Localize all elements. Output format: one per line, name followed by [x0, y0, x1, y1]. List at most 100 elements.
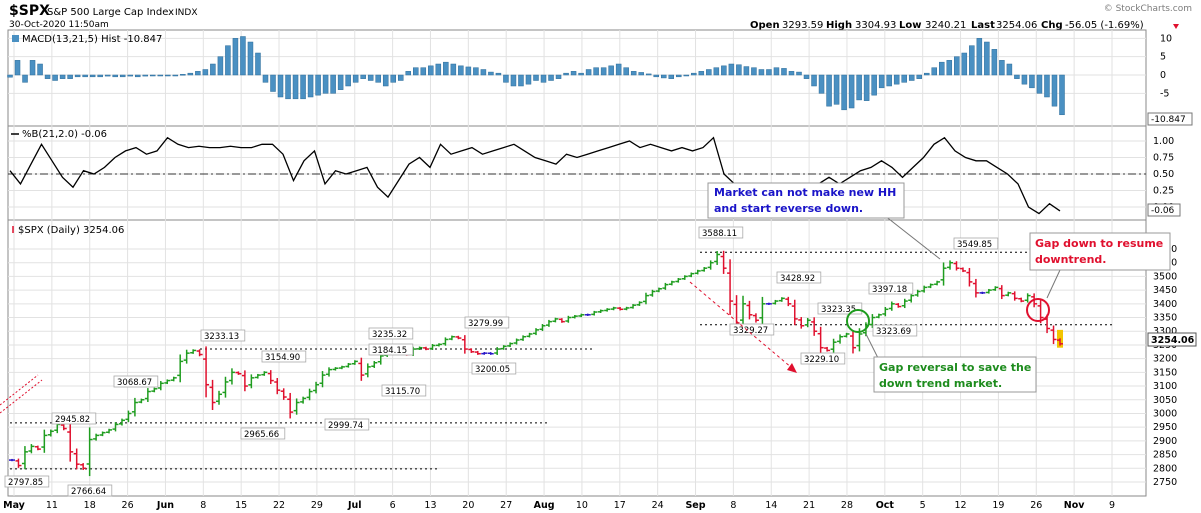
macd-bar — [818, 74, 825, 94]
down-arrow-icon — [1173, 24, 1179, 29]
level-label: 2797.85 — [8, 478, 43, 488]
macd-bar — [360, 74, 366, 79]
gap-reversal-circle — [846, 309, 870, 333]
macd-bar — [397, 74, 404, 81]
level-label-box — [261, 350, 307, 363]
level-label-box — [113, 375, 159, 388]
level-labels: 3588.11 3549.85 3428.92 3397.18 3323.35 3323.… — [4, 226, 999, 497]
level-label: 3229.10 — [804, 355, 839, 365]
macd-bar — [1006, 63, 1013, 76]
level-label-box — [817, 302, 863, 315]
price-y-tick: 2950 — [1153, 422, 1177, 433]
macd-bar — [1014, 74, 1020, 79]
callout-pointer — [865, 333, 879, 359]
macd-bar — [773, 67, 780, 76]
macd-bar — [127, 74, 133, 77]
macd-bar — [668, 74, 675, 79]
price-y-tick: 2750 — [1153, 477, 1177, 488]
macd-bar — [841, 74, 847, 111]
callout-pointer — [879, 211, 941, 260]
macd-bar — [555, 74, 562, 79]
macd-bar — [946, 60, 953, 76]
macd-bar — [315, 74, 321, 96]
macd-bar — [352, 74, 359, 83]
macd-bar — [202, 69, 209, 76]
macd-bar — [683, 74, 690, 77]
macd-bar — [630, 71, 637, 76]
macd-bar — [157, 74, 164, 77]
macd-bar — [608, 65, 614, 76]
price-y-tick: 3400 — [1153, 299, 1177, 310]
macd-bar — [52, 74, 58, 81]
macd-bar — [150, 74, 156, 77]
macd-bar — [766, 69, 772, 76]
macd-bar — [503, 74, 509, 83]
trend-lines-left — [0, 374, 43, 414]
macd-bar — [405, 71, 412, 76]
macd-bar — [14, 60, 21, 76]
macd-bar — [285, 74, 291, 100]
index-name: S&P 500 Large Cap Index — [47, 7, 174, 18]
price-y-tick: 3200 — [1153, 354, 1177, 365]
macd-bar — [991, 49, 998, 76]
macd-bar — [270, 74, 276, 92]
macd-bar — [563, 72, 569, 76]
macd-bar — [217, 56, 224, 76]
macd-bar — [510, 74, 517, 87]
macd-bar — [593, 67, 599, 76]
low-value: 3240.21 — [925, 20, 966, 31]
macd-bar — [59, 74, 66, 79]
macd-bar — [435, 63, 442, 76]
macd-bar — [413, 67, 419, 76]
macd-last-value: -10.847 — [1151, 115, 1186, 125]
macd-y-tick: 0 — [1160, 70, 1166, 81]
macd-bar — [863, 74, 870, 101]
macd-bar — [623, 67, 629, 76]
macd-bar — [923, 72, 930, 76]
x-tick-label: 5 — [920, 500, 926, 511]
level-label: 3428.92 — [780, 274, 815, 284]
level-label-box — [800, 352, 846, 365]
macd-last-tag: -10.847 — [1147, 112, 1193, 126]
macd-bar — [225, 45, 231, 76]
macd-bar — [961, 52, 968, 76]
pctb-last-box — [1147, 203, 1181, 217]
open-value: 3293.59 — [782, 20, 823, 31]
macd-bar — [826, 74, 832, 107]
chart-header: $SPX S&P 500 Large Cap Index INDX 30-Oct… — [9, 3, 1192, 31]
high-value: 3304.93 — [855, 20, 896, 31]
macd-bar — [570, 71, 577, 76]
grid-lines — [8, 30, 1146, 496]
macd-histogram — [7, 36, 1065, 116]
arrow-head-icon — [787, 363, 797, 373]
x-tick-label: 22 — [273, 500, 285, 511]
level-label: 3154.90 — [265, 353, 300, 363]
macd-bar — [240, 36, 246, 76]
last-label: Last — [971, 20, 995, 31]
x-tick-label: 8 — [730, 500, 736, 511]
macd-bar — [420, 67, 427, 76]
price-y-tick: 3100 — [1153, 381, 1177, 392]
macd-bar — [345, 74, 351, 87]
macd-bar — [691, 72, 697, 76]
macd-bar — [660, 74, 667, 79]
macd-bar — [22, 74, 28, 83]
macd-bar — [796, 71, 802, 76]
macd-bar — [119, 74, 126, 78]
level-label: 3588.11 — [702, 229, 737, 239]
x-tick-label: 29 — [311, 500, 323, 511]
pctb-last-tag: -0.06 — [1147, 203, 1181, 217]
pctb-y-tick: 1.00 — [1153, 136, 1174, 147]
level-label: 2766.64 — [71, 487, 106, 497]
macd-bar — [134, 74, 141, 78]
macd-bar — [104, 74, 111, 77]
pctb-y-tick: 0.50 — [1153, 169, 1174, 180]
x-tick-label: 11 — [46, 500, 58, 511]
high-label: High — [826, 20, 852, 31]
macd-last-box — [1147, 112, 1193, 126]
macd-bar — [330, 74, 336, 94]
x-tick-label: Oct — [876, 500, 895, 511]
x-tick-label: 6 — [390, 500, 396, 511]
macd-bar — [999, 60, 1005, 76]
